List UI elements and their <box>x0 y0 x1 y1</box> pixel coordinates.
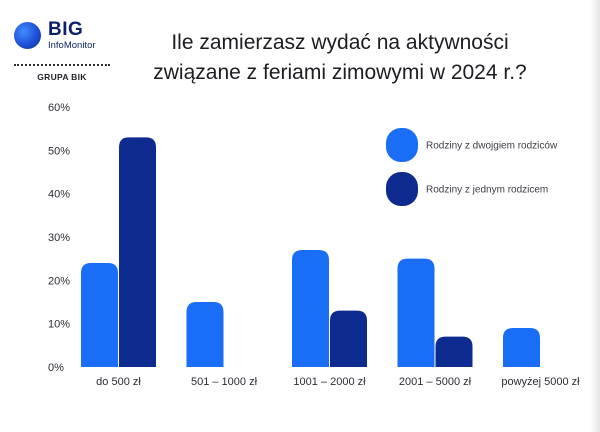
y-tick-label: 50% <box>48 145 70 157</box>
y-tick-label: 60% <box>48 102 70 114</box>
brand-name: BIG <box>48 19 84 40</box>
brand-logo: BIG InfoMonitor GRUPA BIK <box>14 20 110 90</box>
x-category-label: 1001 – 2000 zł <box>293 376 366 388</box>
chart-title: Ile zamierzasz wydać na aktywności związ… <box>130 28 550 88</box>
y-tick-label: 20% <box>48 275 70 287</box>
y-tick-label: 10% <box>48 319 70 331</box>
legend-swatch <box>386 172 418 206</box>
logo-circle-icon <box>14 22 41 49</box>
bar <box>186 302 224 367</box>
bar <box>81 263 118 367</box>
bar <box>503 328 540 367</box>
chart-title-line-2: związane z feriami zimowymi w 2024 r.? <box>153 61 527 84</box>
legend-swatch <box>386 128 418 162</box>
x-category-label: 2001 – 5000 zł <box>399 376 472 388</box>
x-category-label: 501 – 1000 zł <box>191 376 258 388</box>
y-tick-label: 30% <box>48 232 70 244</box>
chart-title-line-1: Ile zamierzasz wydać na aktywności <box>171 31 509 54</box>
legend-label: Rodziny z jednym rodzicem <box>426 185 548 196</box>
bar <box>292 250 329 367</box>
page-edge-shadow <box>590 0 600 432</box>
brand-group: GRUPA BIK <box>37 72 87 82</box>
y-tick-label: 0% <box>48 362 64 374</box>
legend-label: Rodziny z dwojgiem rodziców <box>426 141 558 152</box>
brand-subtitle: InfoMonitor <box>48 40 96 51</box>
logo-divider <box>14 64 110 66</box>
bar <box>330 310 367 367</box>
bar <box>435 336 473 367</box>
bar <box>119 137 156 367</box>
bar <box>397 258 435 367</box>
y-tick-label: 40% <box>48 189 70 201</box>
x-category-label: do 500 zł <box>96 376 141 388</box>
x-category-label: powyżej 5000 zł <box>501 376 580 388</box>
